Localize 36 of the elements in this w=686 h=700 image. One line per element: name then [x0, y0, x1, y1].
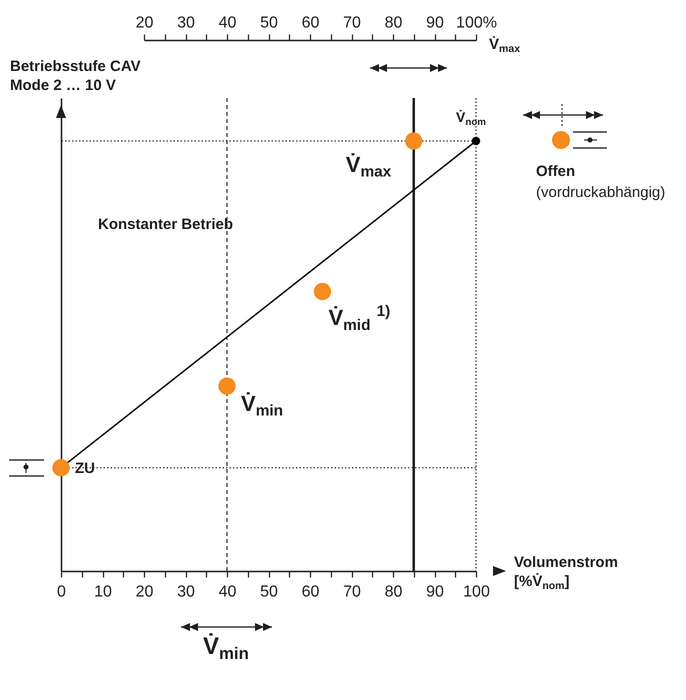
text: (vordruckabhängig) — [536, 184, 666, 203]
x-tick-label: 20 — [136, 584, 154, 600]
x-tick-label: 50 — [260, 584, 278, 600]
y-axis-title: Betriebsstufe CAV Mode 2 … 10 V — [10, 58, 141, 96]
text: Offen — [536, 163, 576, 182]
point — [472, 136, 480, 146]
x2-tick-label: 20 — [136, 14, 154, 32]
x2-tick-label: 50 — [260, 14, 278, 32]
annotation: V̇$_{nom}$ — [456, 109, 486, 130]
x2-tick-label: 100% — [456, 14, 497, 32]
x2-tick-label: 40 — [218, 14, 236, 32]
x-tick-label: 70 — [343, 584, 361, 600]
annotation: ZU — [75, 460, 95, 479]
text: V̇$_{min}$ — [203, 632, 249, 666]
x-tick-label: 60 — [302, 584, 320, 600]
x-tick-label: 10 — [94, 584, 112, 600]
annotation: V̇$_{max}$ — [346, 151, 392, 182]
x2-tick-label: 90 — [426, 14, 444, 32]
point — [405, 132, 422, 150]
annotation: Konstanter Betrieb — [98, 216, 234, 235]
x2-tick-label: 30 — [177, 14, 195, 32]
annotation: V̇$_{min}$ — [241, 390, 284, 421]
x-tick-label: 0 — [57, 584, 66, 600]
x-tick-label: 40 — [218, 584, 236, 600]
x-tick-label: 30 — [177, 584, 195, 600]
point — [52, 459, 70, 476]
x2-tick-label: 70 — [343, 14, 361, 32]
x2-tick-label: 60 — [302, 14, 320, 32]
x-axis-title: Volumenstrom [%V̇$_{nom}$] — [514, 554, 618, 594]
point — [218, 377, 236, 395]
x2-tick-label: 80 — [384, 14, 402, 32]
point — [314, 282, 332, 300]
x-tick-label: 100 — [463, 584, 490, 600]
x2-axis-title: V̇$_{max}$ — [489, 36, 520, 56]
x-tick-label: 90 — [426, 584, 444, 600]
x-tick-label: 80 — [384, 584, 402, 600]
